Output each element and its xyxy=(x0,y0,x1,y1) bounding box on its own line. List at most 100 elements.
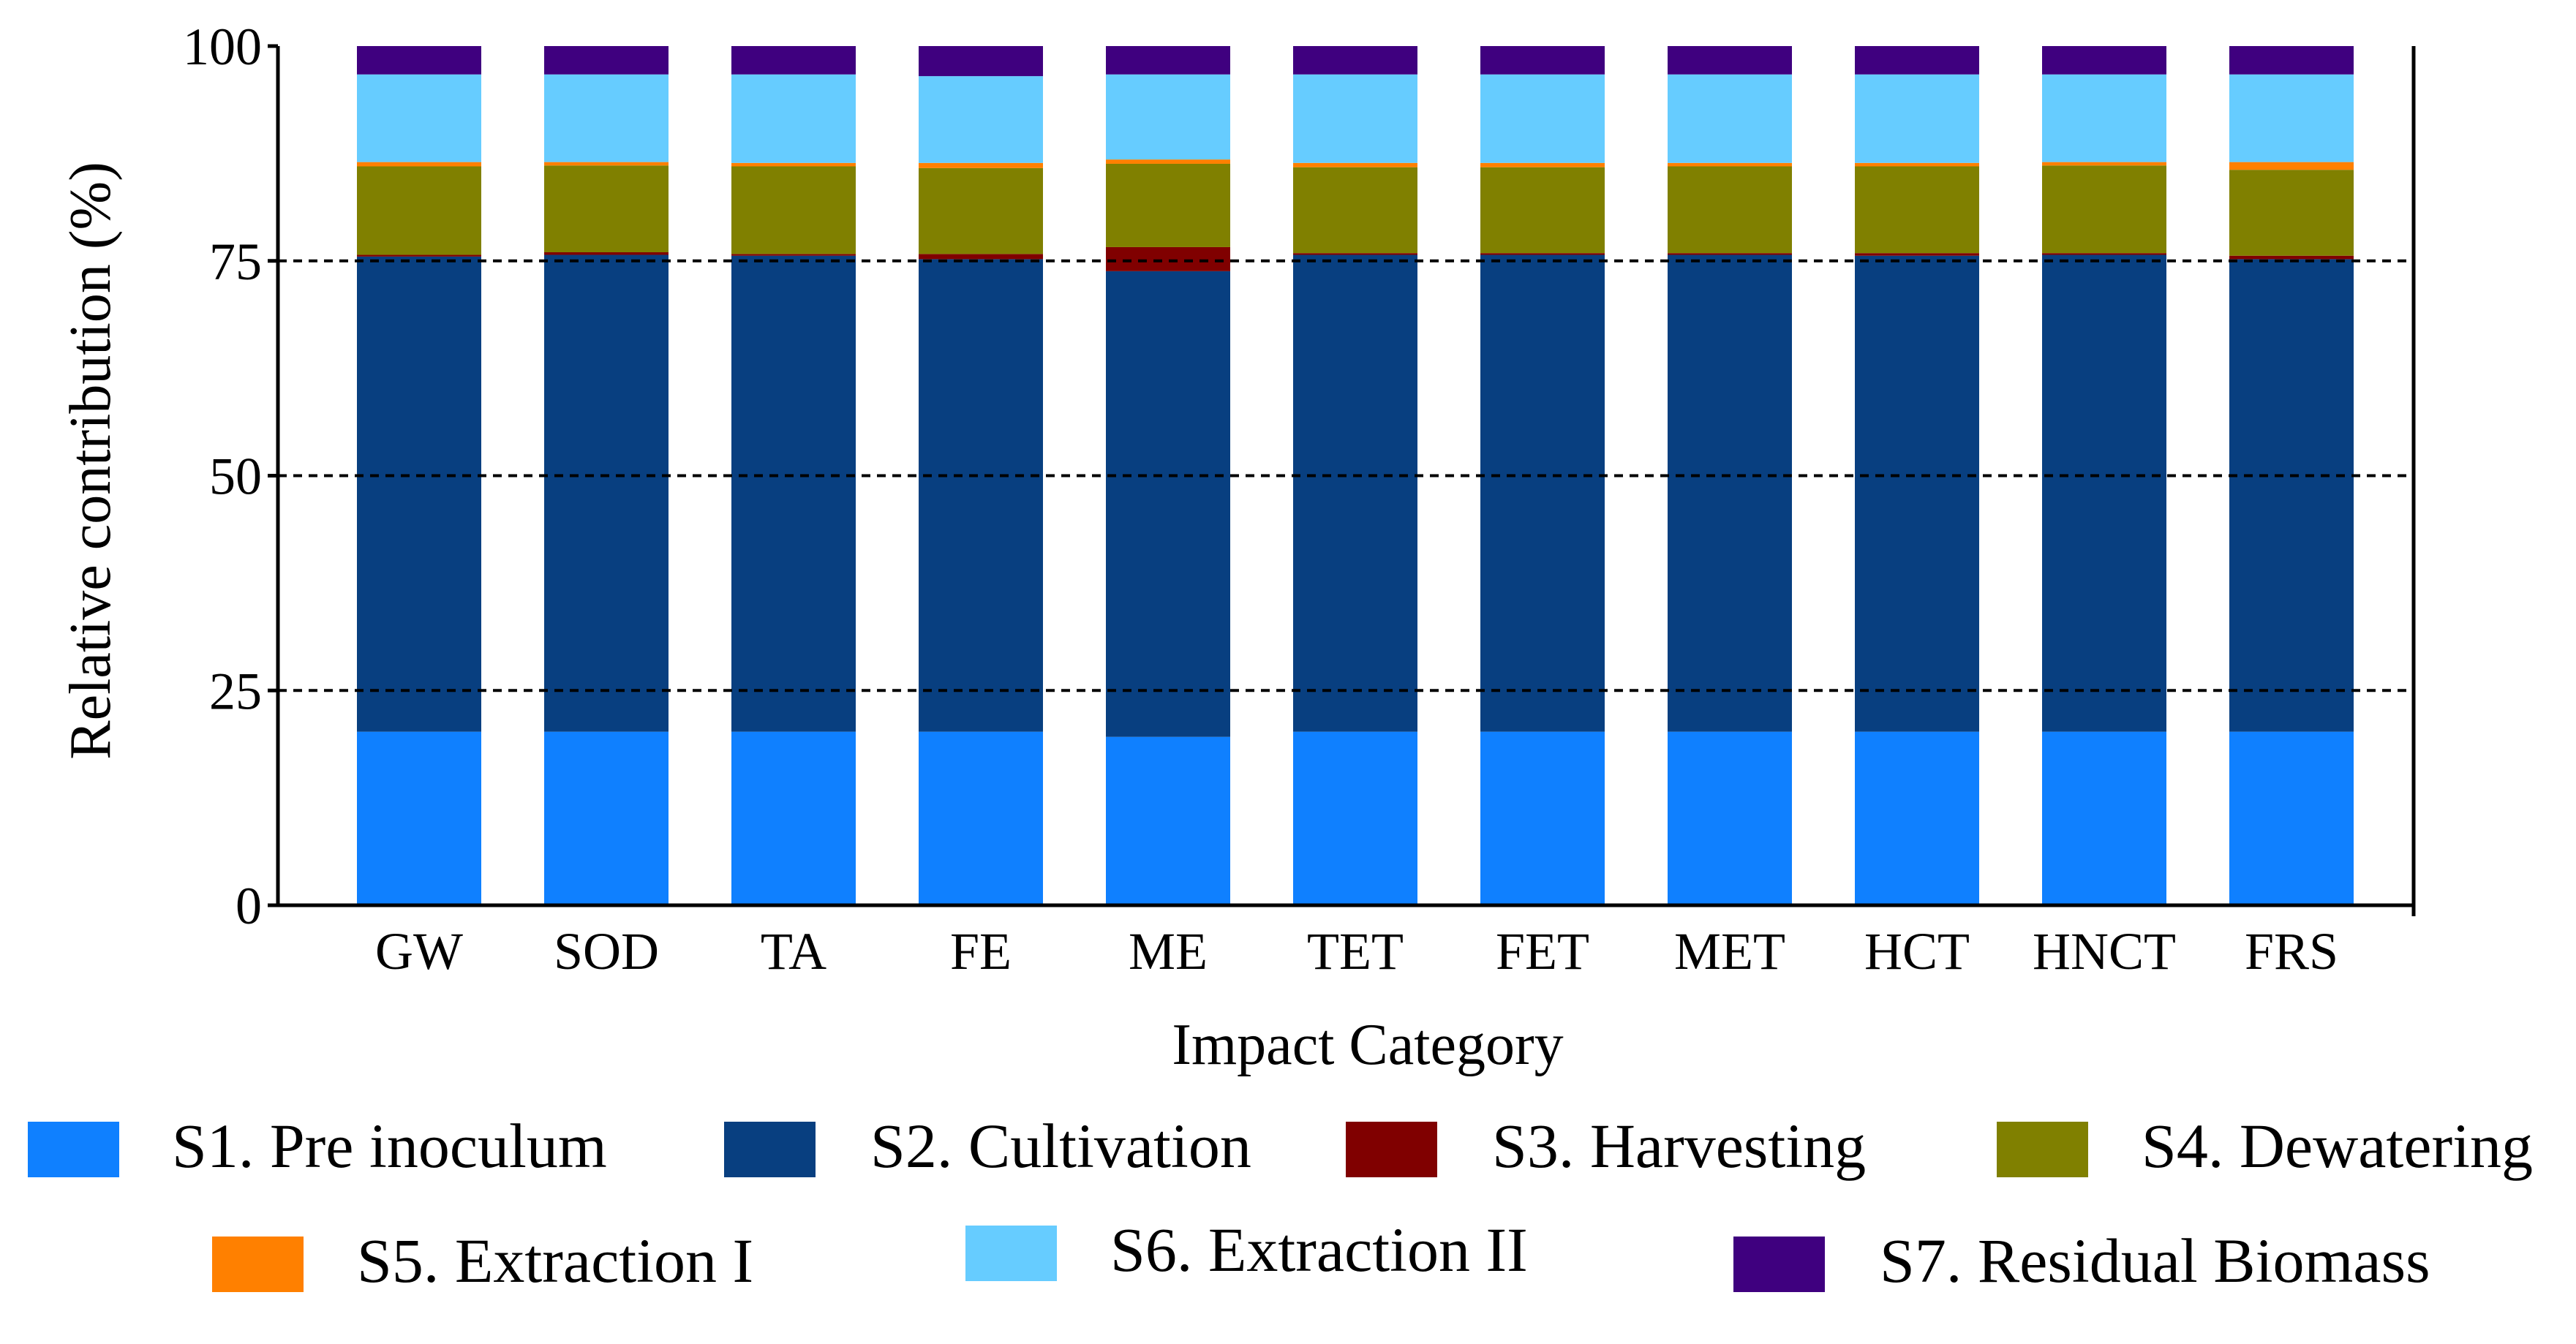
bar-fet-s4 xyxy=(1480,167,1605,254)
bar-fe-s6 xyxy=(919,76,1043,163)
bar-frs-s3 xyxy=(2229,255,2354,260)
bar-ta-s6 xyxy=(731,74,856,163)
legend-swatch-s2 xyxy=(724,1122,816,1177)
bar-gw-s7 xyxy=(357,46,481,75)
bar-met-s1 xyxy=(1668,731,1792,905)
bar-met-s7 xyxy=(1668,46,1792,75)
bar-hct-s5 xyxy=(1855,162,1979,167)
x-axis-ticks: GW SOD TA FE ME TET FET MET HCT HNCT FRS xyxy=(375,922,2338,981)
bar-fet-s5 xyxy=(1480,162,1605,167)
bar-sod-s7 xyxy=(544,46,669,75)
bar-tet-s7 xyxy=(1293,46,1417,75)
bar-ta-s2 xyxy=(731,255,856,732)
bar-fet-s3 xyxy=(1480,253,1605,255)
bar-me-s4 xyxy=(1106,163,1230,247)
bar-tet-s4 xyxy=(1293,167,1417,254)
bar-sod-s2 xyxy=(544,254,669,732)
bar-fe-s1 xyxy=(919,731,1043,905)
legend: S1. Pre inoculum S2. Cultivation S3. Harve… xyxy=(28,1111,2533,1296)
bar-hnct-s4 xyxy=(2042,165,2166,254)
bar-ta-s4 xyxy=(731,166,856,254)
y-axis-ticks: 0 25 50 75 100 xyxy=(183,18,278,935)
legend-swatch-s1 xyxy=(28,1122,119,1177)
x-tick-label-frs: FRS xyxy=(2245,922,2338,981)
legend-swatch-s5 xyxy=(212,1237,304,1292)
bar-tet-s5 xyxy=(1293,162,1417,167)
bar-me-s2 xyxy=(1106,271,1230,737)
bar-frs-s7 xyxy=(2229,46,2354,75)
y-tick-label-25: 25 xyxy=(209,662,262,720)
legend-swatch-s7 xyxy=(1733,1237,1825,1292)
bar-tet-s6 xyxy=(1293,74,1417,163)
bar-frs-s2 xyxy=(2229,259,2354,732)
legend-label-s5: S5. Extraction I xyxy=(357,1226,753,1296)
bar-sod-s4 xyxy=(544,165,669,252)
bar-gw-s4 xyxy=(357,166,481,255)
bar-frs-s4 xyxy=(2229,170,2354,256)
bar-fet-s2 xyxy=(1480,254,1605,732)
bar-hnct-s5 xyxy=(2042,162,2166,166)
bar-hnct-s7 xyxy=(2042,46,2166,75)
bar-met-s2 xyxy=(1668,254,1792,732)
bar-hnct-s3 xyxy=(2042,253,2166,255)
bar-me-s6 xyxy=(1106,74,1230,160)
bar-fet-s1 xyxy=(1480,731,1605,905)
legend-item-s3: S3. Harvesting xyxy=(1346,1111,1866,1181)
bar-fe-s4 xyxy=(919,167,1043,254)
legend-item-s1: S1. Pre inoculum xyxy=(28,1111,607,1181)
bar-met-s4 xyxy=(1668,166,1792,254)
bar-gw-s1 xyxy=(357,731,481,905)
x-tick-label-ta: TA xyxy=(761,922,826,981)
bar-tet-s3 xyxy=(1293,253,1417,255)
bar-fe-s3 xyxy=(919,254,1043,260)
legend-swatch-s4 xyxy=(1997,1122,2088,1177)
legend-label-s7: S7. Residual Biomass xyxy=(1880,1226,2430,1296)
bar-area xyxy=(357,46,2354,905)
x-tick-label-met: MET xyxy=(1674,922,1785,981)
bar-fe-s5 xyxy=(919,162,1043,168)
bar-fe-s2 xyxy=(919,259,1043,732)
legend-label-s3: S3. Harvesting xyxy=(1492,1111,1866,1181)
bar-frs-s6 xyxy=(2229,74,2354,162)
bar-met-s3 xyxy=(1668,253,1792,255)
bar-gw-s5 xyxy=(357,162,481,167)
bar-fe-s7 xyxy=(919,46,1043,77)
bar-sod-s6 xyxy=(544,74,669,162)
y-axis-title: Relative contribution (%) xyxy=(59,162,123,760)
bar-ta-s3 xyxy=(731,254,856,256)
legend-item-s4: S4. Dewatering xyxy=(1997,1111,2533,1181)
legend-item-s5: S5. Extraction I xyxy=(212,1226,753,1296)
bar-frs-s1 xyxy=(2229,731,2354,905)
bar-me-s1 xyxy=(1106,736,1230,905)
bar-me-s7 xyxy=(1106,46,1230,75)
y-tick-label-50: 50 xyxy=(209,448,262,506)
legend-swatch-s3 xyxy=(1346,1122,1437,1177)
bar-tet-s1 xyxy=(1293,731,1417,905)
y-tick-label-0: 0 xyxy=(236,877,262,935)
legend-item-s7: S7. Residual Biomass xyxy=(1733,1226,2430,1296)
x-tick-label-sod: SOD xyxy=(554,922,659,981)
legend-label-s1: S1. Pre inoculum xyxy=(172,1111,607,1181)
bar-tet-s2 xyxy=(1293,254,1417,732)
bar-hnct-s1 xyxy=(2042,731,2166,905)
legend-label-s4: S4. Dewatering xyxy=(2142,1111,2533,1181)
bar-hct-s6 xyxy=(1855,74,1979,163)
bar-gw-s6 xyxy=(357,74,481,162)
bar-hct-s4 xyxy=(1855,166,1979,254)
x-tick-label-tet: TET xyxy=(1307,922,1404,981)
y-tick-label-75: 75 xyxy=(209,233,262,291)
bar-gw-s2 xyxy=(357,256,481,732)
gridlines xyxy=(278,259,2414,692)
bar-me-s5 xyxy=(1106,159,1230,164)
legend-item-s2: S2. Cultivation xyxy=(724,1111,1251,1181)
bar-frs-s5 xyxy=(2229,162,2354,170)
legend-label-s2: S2. Cultivation xyxy=(870,1111,1251,1181)
bar-ta-s1 xyxy=(731,731,856,905)
bar-hct-s7 xyxy=(1855,46,1979,75)
bar-ta-s5 xyxy=(731,162,856,167)
bar-hnct-s6 xyxy=(2042,74,2166,162)
x-tick-label-me: ME xyxy=(1129,922,1208,981)
bar-hct-s2 xyxy=(1855,255,1979,732)
bar-ta-s7 xyxy=(731,46,856,75)
